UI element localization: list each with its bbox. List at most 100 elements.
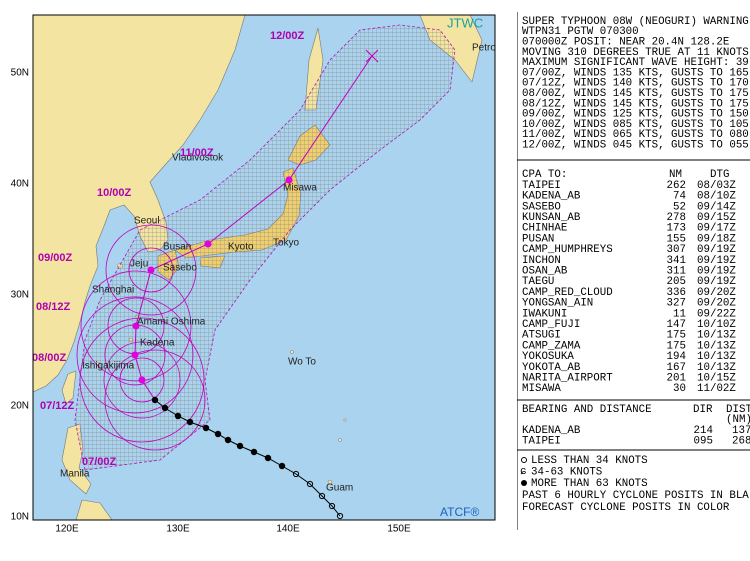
cpa-name: INCHON bbox=[522, 255, 561, 267]
bearing-header: (NM) bbox=[726, 414, 750, 426]
cpa-name: YONGSAN_AIN bbox=[522, 298, 593, 310]
cpa-name: ATSUGI bbox=[522, 330, 561, 342]
warning-line: 10/00Z, WINDS 085 KTS, GUSTS TO 105 bbox=[522, 119, 749, 131]
lon-label: 120E bbox=[55, 524, 79, 535]
warning-line: 12/00Z, WINDS 045 KTS, GUSTS TO 055 bbox=[522, 139, 749, 151]
bearing-header: DIR bbox=[693, 404, 713, 416]
place-label: Jeju bbox=[130, 259, 148, 270]
legend-item: LESS THAN 34 KNOTS bbox=[531, 455, 648, 467]
bearing-direction: 095 bbox=[694, 435, 713, 447]
cpa-distance: 147 bbox=[667, 319, 686, 331]
bearing-distance: 268 bbox=[732, 435, 750, 447]
past-position bbox=[264, 454, 272, 462]
forecast-positions bbox=[131, 49, 379, 384]
cpa-time: 09/19Z bbox=[697, 265, 736, 277]
place-label: Amami Oshima bbox=[137, 317, 206, 328]
cpa-distance: 30 bbox=[673, 383, 686, 395]
past-position bbox=[202, 424, 210, 432]
place-label: Guam bbox=[326, 483, 353, 494]
cpa-header: CPA TO: bbox=[522, 169, 567, 181]
warning-line: 09/00Z, WINDS 125 KTS, GUSTS TO 150 bbox=[522, 109, 749, 121]
cpa-name: CAMP_ZAMA bbox=[522, 340, 581, 352]
place-label: Vladivostok bbox=[172, 153, 224, 164]
lat-label: 30N bbox=[11, 290, 29, 301]
past-track bbox=[154, 399, 341, 517]
past-positions bbox=[151, 396, 344, 520]
bearing-name: TAIPEI bbox=[522, 435, 561, 447]
cpa-distance: 307 bbox=[667, 244, 686, 256]
cpa-name: KUNSAN_AB bbox=[522, 212, 581, 224]
cpa-name: YOKOTA_AB bbox=[522, 362, 581, 374]
credit: ATCF® bbox=[440, 505, 479, 519]
place-label: Ishigakijima bbox=[82, 361, 135, 372]
cpa-time: 10/13Z bbox=[697, 362, 736, 374]
warning-line: 07/12Z, WINDS 140 KTS, GUSTS TO 170 bbox=[522, 78, 749, 90]
cpa-distance: 327 bbox=[667, 298, 686, 310]
cpa-time: 09/17Z bbox=[697, 223, 736, 235]
cpa-time: 09/19Z bbox=[697, 255, 736, 267]
past-position bbox=[186, 418, 194, 426]
legend-symbol bbox=[521, 457, 527, 463]
cpa-time: 09/19Z bbox=[697, 276, 736, 288]
legend-symbol bbox=[521, 480, 527, 486]
cpa-name: OSAN_AB bbox=[522, 265, 568, 277]
place-label: Kadena bbox=[140, 338, 175, 349]
bearing-header: DIST bbox=[726, 404, 750, 416]
cpa-name: NARITA_AIRPORT bbox=[522, 372, 613, 384]
cpa-distance: 201 bbox=[667, 372, 686, 384]
past-position bbox=[161, 404, 169, 412]
cpa-distance: 336 bbox=[667, 287, 686, 299]
forecast-label: 07/12Z bbox=[40, 400, 75, 412]
cpa-time: 09/19Z bbox=[697, 244, 736, 256]
visayas bbox=[75, 499, 113, 520]
forecast-labels: 12/00Z 11/00Z 10/00Z 09/00Z 08/12Z 08/00Z 07/1… bbox=[32, 30, 305, 468]
cpa-name: SASEBO bbox=[522, 201, 561, 213]
cpa-time: 10/15Z bbox=[697, 372, 736, 384]
place-label: Manila bbox=[60, 469, 90, 480]
warning-line: 08/12Z, WINDS 145 KTS, GUSTS TO 175 bbox=[522, 98, 749, 110]
cpa-name: IWAKUNI bbox=[522, 308, 567, 320]
place-label: Wo To bbox=[288, 357, 316, 368]
cpa-time: 08/10Z bbox=[697, 191, 736, 203]
lat-label: 50N bbox=[11, 68, 29, 79]
logo: JTWC bbox=[447, 15, 483, 30]
cpa-time: 09/22Z bbox=[697, 308, 736, 320]
warning-line: 070000Z POSIT: NEAR 20.4N 128.2E bbox=[522, 36, 729, 48]
cpa-header: NM bbox=[669, 169, 682, 181]
lat-label: 20N bbox=[11, 401, 29, 412]
cpa-name: PUSAN bbox=[522, 233, 554, 245]
cpa-distance: 341 bbox=[667, 255, 686, 267]
past-position bbox=[224, 436, 232, 444]
lat-label: 10N bbox=[11, 512, 29, 523]
cpa-name: CHINHAE bbox=[522, 223, 567, 235]
legend-note: FORECAST CYCLONE POSITS IN COLOR bbox=[522, 502, 730, 514]
cpa-time: 09/20Z bbox=[697, 298, 736, 310]
forecast-label: 10/00Z bbox=[97, 187, 132, 199]
cpa-distance: 205 bbox=[667, 276, 686, 288]
forecast-label: 08/00Z bbox=[32, 352, 67, 364]
cpa-name: CAMP_RED_CLOUD bbox=[522, 287, 613, 299]
mainland bbox=[33, 15, 246, 393]
forecast-track bbox=[134, 55, 373, 401]
cpa-time: 10/13Z bbox=[697, 330, 736, 342]
cpa-name: TAEGU bbox=[522, 276, 554, 288]
place-label: Tokyo bbox=[273, 238, 300, 249]
past-position bbox=[278, 462, 286, 470]
past-position bbox=[151, 396, 159, 404]
past-position bbox=[292, 470, 300, 478]
cpa-distance: 155 bbox=[667, 233, 686, 245]
past-position bbox=[236, 442, 244, 450]
past-position bbox=[336, 512, 344, 520]
bearing-direction: 214 bbox=[694, 425, 713, 437]
cpa-name: CAMP_HUMPHREYS bbox=[522, 244, 613, 256]
warning-line: MAXIMUM SIGNIFICANT WAVE HEIGHT: 39 bbox=[522, 57, 749, 69]
cpa-name: CAMP_FUJI bbox=[522, 319, 580, 331]
place-label: Sasebo bbox=[163, 263, 197, 274]
cpa-distance: 262 bbox=[667, 180, 686, 192]
warning-line: MOVING 310 DEGREES TRUE AT 11 KNOTS bbox=[522, 47, 749, 59]
bearing-distance: 137 bbox=[732, 425, 750, 437]
bearing-name: KADENA_AB bbox=[522, 425, 581, 437]
warning-line: 11/00Z, WINDS 065 KTS, GUSTS TO 080 bbox=[522, 129, 749, 141]
place-labels: Petrop Vladivostok Seoul Busan Jeju Sasebo Sha… bbox=[60, 43, 495, 494]
cpa-distance: 74 bbox=[673, 191, 686, 203]
